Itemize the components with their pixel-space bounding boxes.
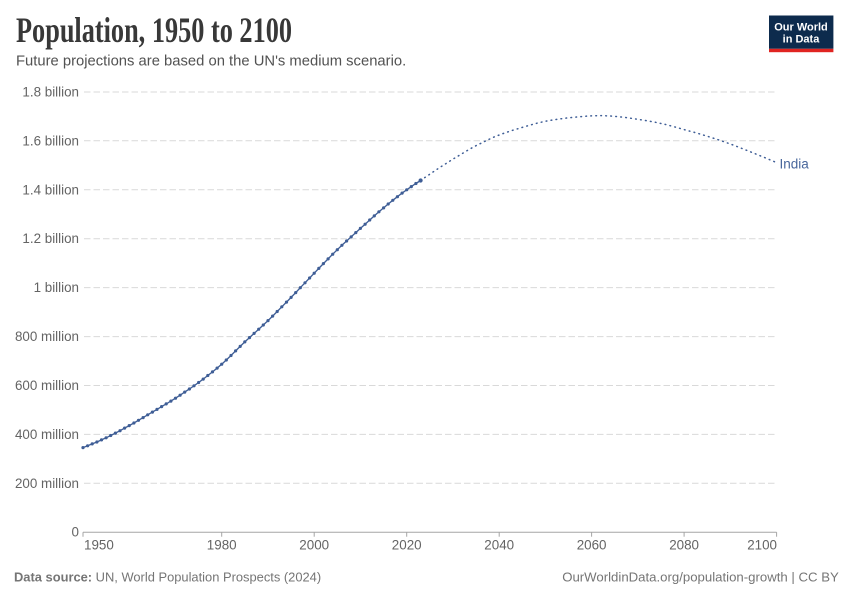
svg-text:1950: 1950 <box>84 538 114 553</box>
svg-text:2040: 2040 <box>484 538 514 553</box>
svg-text:2060: 2060 <box>577 538 607 553</box>
svg-text:OurWorldinData.org/population-: OurWorldinData.org/population-growth | C… <box>562 570 839 585</box>
svg-text:1 billion: 1 billion <box>34 280 79 295</box>
svg-text:1.4 billion: 1.4 billion <box>22 182 79 197</box>
svg-text:1.8 billion: 1.8 billion <box>22 85 79 100</box>
svg-text:1.6 billion: 1.6 billion <box>22 133 79 148</box>
svg-text:2100: 2100 <box>747 538 777 553</box>
svg-text:Future projections are based o: Future projections are based on the UN's… <box>16 54 406 70</box>
svg-text:Population, 1950 to 2100: Population, 1950 to 2100 <box>16 10 292 50</box>
svg-text:Data source: UN, World Populat: Data source: UN, World Population Prospe… <box>14 570 321 585</box>
svg-text:India: India <box>780 157 810 172</box>
svg-text:0: 0 <box>72 525 79 540</box>
svg-text:2000: 2000 <box>299 538 329 553</box>
svg-text:800 million: 800 million <box>15 329 79 344</box>
svg-text:1980: 1980 <box>207 538 237 553</box>
svg-text:Our World: Our World <box>774 22 828 34</box>
svg-text:200 million: 200 million <box>15 476 79 491</box>
svg-text:1.2 billion: 1.2 billion <box>22 231 79 246</box>
svg-text:2020: 2020 <box>392 538 422 553</box>
svg-text:400 million: 400 million <box>15 427 79 442</box>
svg-text:2080: 2080 <box>669 538 699 553</box>
svg-text:600 million: 600 million <box>15 378 79 393</box>
svg-text:in Data: in Data <box>783 34 821 46</box>
